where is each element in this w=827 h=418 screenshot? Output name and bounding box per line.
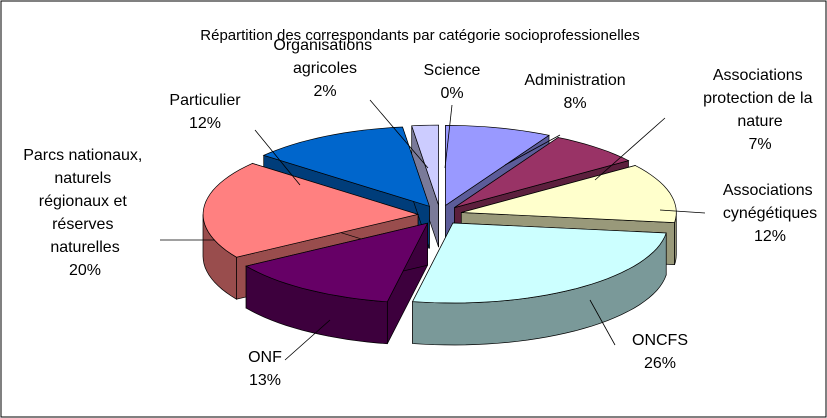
leader-line xyxy=(284,319,331,361)
slice-label: ONF xyxy=(248,349,282,366)
slice-top xyxy=(202,163,420,258)
slice-value-label: 7% xyxy=(748,136,771,153)
slice-value-label: 20% xyxy=(69,262,101,279)
slice-label: Associations protection de la nature xyxy=(703,67,817,130)
slice-top xyxy=(454,137,630,208)
leader-line xyxy=(589,299,616,346)
slice-top xyxy=(445,125,550,207)
slice-top xyxy=(461,165,677,223)
slice-value-label: 2% xyxy=(313,83,336,100)
leader-line xyxy=(254,129,301,186)
slice-label: ONCFS xyxy=(632,332,688,349)
slice xyxy=(245,222,429,345)
slice-value-label: 0% xyxy=(440,85,463,102)
leader-line xyxy=(444,104,453,169)
leader-line xyxy=(369,99,429,169)
slice-value-label: 13% xyxy=(249,372,281,389)
slice-value-label: 26% xyxy=(644,355,676,372)
slice xyxy=(412,222,667,346)
leader-line xyxy=(594,117,666,181)
slice-label: Science xyxy=(424,62,481,79)
slice-top xyxy=(245,222,429,303)
slice-label: Associations cynégétiques xyxy=(723,182,817,222)
slice-top xyxy=(262,126,430,207)
slice-label: Administration xyxy=(524,72,625,89)
slice-top xyxy=(412,222,667,304)
slice-value-label: 8% xyxy=(563,95,586,112)
slice-label: Parcs nationaux, naturels régionaux et r… xyxy=(23,147,147,256)
slice-value-label: 12% xyxy=(754,228,786,245)
leader-line xyxy=(504,134,561,166)
chart-title: Répartition des correspondants par catég… xyxy=(200,27,639,44)
slice-value-label: 12% xyxy=(189,115,221,132)
leader-line xyxy=(659,209,706,214)
slice-label: Organisations agricoles xyxy=(273,37,376,77)
slice-label: Particulier xyxy=(169,92,241,109)
